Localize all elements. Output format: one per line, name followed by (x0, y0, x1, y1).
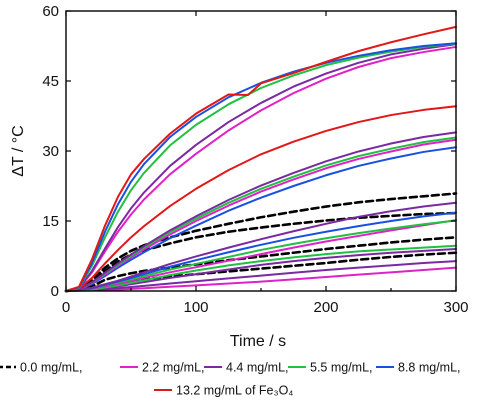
series-line-17 (65, 45, 457, 292)
series-line-21 (65, 25, 457, 292)
series-line-9 (65, 219, 457, 292)
series-line-3 (64, 192, 458, 293)
legend-label-0: 0.0 mg/mL, (20, 361, 83, 375)
legend-label-2: 4.4 mg/mL, (226, 361, 289, 375)
x-tick-label: 200 (313, 299, 338, 316)
y-tick-label: 60 (42, 3, 59, 20)
x-tick-label: 300 (443, 299, 468, 316)
y-tick-label: 30 (42, 143, 59, 160)
legend-label-1: 2.2 mg/mL, (142, 361, 205, 375)
series-line-12 (65, 146, 457, 292)
axis-tick-labels: 0 100 200 300 0 15 30 45 60 (42, 3, 468, 316)
legend-label-5: 13.2 mg/mL of Fe₃O₄ (176, 384, 293, 398)
y-tick-label: 15 (42, 213, 59, 230)
x-tick-label: 0 (62, 299, 70, 316)
legend: 0.0 mg/mL, 2.2 mg/mL, 4.4 mg/mL, 5.5 mg/mL,… (0, 361, 461, 398)
series-line-11 (65, 201, 457, 292)
series-line-20 (65, 42, 457, 292)
series-line-15 (65, 131, 457, 292)
x-tick-label: 100 (183, 299, 208, 316)
axis-ticks (65, 10, 457, 292)
series-line-18 (65, 43, 457, 292)
series-line-4 (65, 266, 457, 292)
series-line-16 (65, 105, 457, 292)
series-line-10 (65, 211, 457, 292)
series-line-8 (65, 219, 457, 292)
series-line-19 (65, 42, 457, 292)
y-axis-title: ΔT / °C (10, 125, 27, 176)
y-tick-label: 0 (51, 283, 59, 300)
plot-lines (64, 25, 458, 293)
series-line-6 (65, 248, 457, 292)
series-line-2 (64, 211, 458, 293)
series-line-5 (65, 260, 457, 292)
legend-label-3: 5.5 mg/mL, (310, 361, 373, 375)
series-line-7 (65, 244, 457, 292)
x-axis-title: Time / s (230, 333, 286, 350)
y-tick-label: 45 (42, 73, 59, 90)
legend-label-4: 8.8 mg/mL, (398, 361, 461, 375)
